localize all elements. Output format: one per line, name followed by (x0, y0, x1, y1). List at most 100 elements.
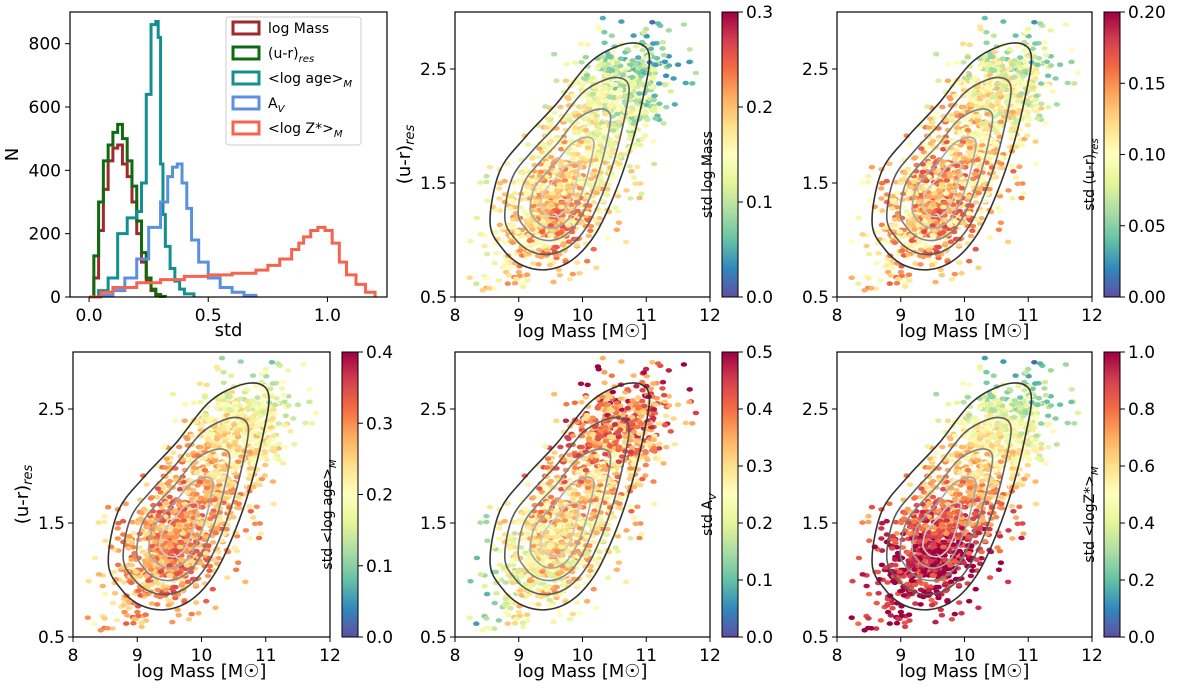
data-point (1005, 188, 1012, 193)
data-point (611, 82, 619, 87)
data-point (242, 528, 250, 533)
data-point (598, 94, 605, 99)
data-point (1026, 117, 1033, 123)
data-point (602, 111, 609, 117)
data-point (615, 105, 623, 110)
data-point (201, 455, 208, 461)
data-point (228, 462, 236, 467)
data-point (958, 186, 966, 191)
data-point (213, 526, 220, 531)
data-point (995, 227, 1003, 233)
data-point (636, 535, 643, 541)
data-point (248, 445, 255, 450)
data-point (563, 226, 571, 232)
data-point (875, 251, 882, 256)
data-point (120, 580, 128, 585)
data-point (148, 543, 155, 548)
data-point (629, 58, 636, 63)
data-point (91, 555, 99, 561)
data-point (686, 47, 693, 52)
data-point (966, 42, 973, 48)
data-point (236, 505, 243, 511)
data-point (249, 461, 257, 467)
data-point (114, 536, 122, 541)
data-point (518, 176, 526, 181)
data-point (308, 421, 316, 426)
data-point (479, 288, 486, 293)
data-point (997, 220, 1005, 225)
data-point (565, 117, 572, 122)
data-point (95, 520, 102, 525)
data-point (998, 161, 1005, 167)
data-point (650, 41, 657, 46)
x-tick-label: 9 (513, 306, 524, 326)
data-point (655, 446, 663, 451)
data-point (502, 240, 509, 245)
data-point (207, 516, 214, 522)
data-point (162, 465, 169, 470)
data-point (1024, 122, 1032, 128)
data-point (613, 60, 620, 66)
data-point (486, 286, 493, 291)
data-point (609, 128, 617, 133)
data-point (219, 539, 226, 544)
data-point (956, 208, 963, 214)
data-point (190, 400, 198, 406)
data-point (543, 125, 550, 130)
data-point (530, 261, 537, 266)
data-point (608, 33, 615, 38)
data-point (993, 82, 1001, 87)
data-point (1074, 70, 1082, 76)
colorbar-tick-label: 0.2 (366, 486, 393, 506)
data-point (593, 190, 600, 196)
data-point (553, 244, 560, 250)
data-point (516, 180, 523, 186)
data-point (993, 174, 1000, 180)
data-point (958, 271, 965, 276)
data-point (615, 94, 622, 100)
data-point (213, 492, 220, 497)
data-point (173, 549, 180, 554)
data-point (1032, 97, 1040, 103)
data-point (602, 99, 609, 104)
data-point (614, 208, 621, 214)
data-point (519, 280, 527, 286)
data-point (868, 286, 875, 291)
x-tick-label: 10 (954, 306, 976, 326)
data-point (483, 513, 490, 519)
data-point (650, 97, 657, 103)
data-point (663, 104, 670, 110)
data-point (865, 276, 872, 281)
data-point (530, 242, 537, 247)
data-point (235, 445, 242, 450)
data-point (162, 548, 170, 554)
data-point (941, 200, 948, 206)
data-point (986, 186, 993, 192)
plot-frame (454, 11, 711, 298)
data-point (898, 273, 905, 279)
data-point (651, 93, 658, 99)
data-point (632, 98, 640, 104)
data-point (238, 454, 245, 459)
data-point (571, 163, 578, 169)
data-point (569, 93, 577, 99)
data-point (269, 381, 276, 386)
data-point (951, 156, 959, 162)
data-point (994, 205, 1001, 210)
data-point (970, 113, 977, 119)
data-point (943, 191, 950, 196)
data-point (966, 139, 974, 144)
x-tick-label: 11 (635, 306, 657, 326)
data-point (156, 527, 163, 532)
data-point (682, 80, 689, 86)
data-point (162, 587, 169, 593)
data-point (1034, 62, 1041, 68)
data-point (897, 269, 905, 275)
data-point (163, 559, 171, 564)
data-point (574, 151, 581, 157)
scatter-points (84, 355, 319, 633)
data-point (855, 215, 863, 221)
data-point (270, 501, 277, 507)
data-point (931, 190, 938, 196)
